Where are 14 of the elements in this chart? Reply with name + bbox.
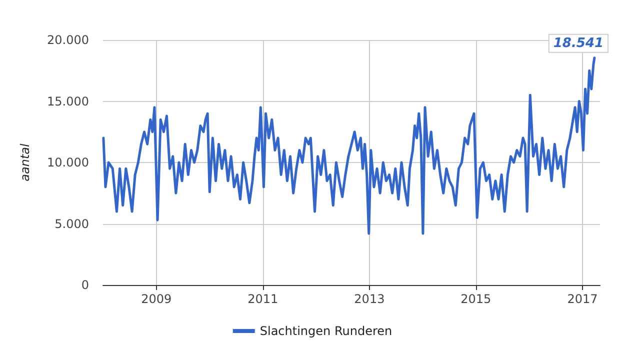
y-axis-title: aantal: [18, 142, 32, 182]
x-tick-label: 2011: [248, 292, 278, 306]
y-tick-label: 10.000: [47, 156, 89, 170]
y-tick-label: 15.000: [47, 94, 89, 108]
x-tick-label: 2009: [141, 292, 172, 306]
x-tick-label: 2015: [460, 292, 492, 306]
y-tick-label: 5.000: [54, 216, 89, 231]
line-series: [102, 56, 596, 235]
legend-label: Slachtingen Runderen: [260, 324, 392, 338]
y-tick-label: 0: [81, 278, 89, 292]
x-tick-label: 2013: [354, 292, 385, 306]
data-label: 18.541: [553, 36, 604, 51]
y-tick-label: 20.000: [47, 33, 89, 47]
x-tick-label: 2017: [567, 292, 598, 306]
